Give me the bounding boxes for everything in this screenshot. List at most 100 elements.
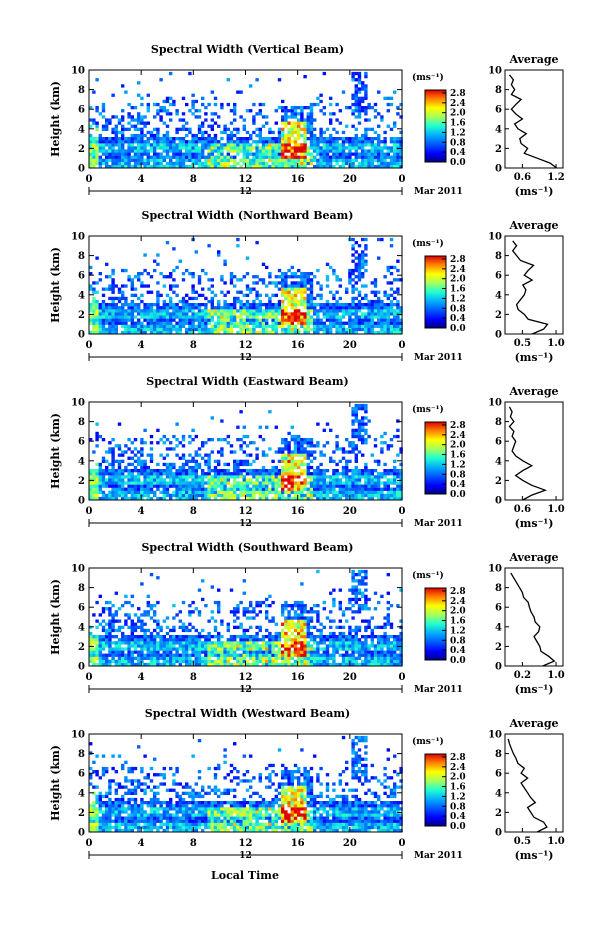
avg-y-tick-label: 10 xyxy=(488,398,502,409)
avg-title: Average xyxy=(508,717,558,730)
avg-y-tick-label: 0 xyxy=(495,662,502,673)
avg-x-tick-label: 0.6 xyxy=(514,504,531,515)
y-tick-label: 4 xyxy=(78,456,85,467)
panel-2: Spectral Width (Northward Beam) 0 2 4 6 8 10 He… xyxy=(49,209,565,364)
colorbar-tick-label: 0.8 xyxy=(450,802,466,812)
y-tick-label: 2 xyxy=(78,808,85,819)
avg-y-tick-label: 2 xyxy=(495,144,502,155)
avg-y-tick-label: 2 xyxy=(495,310,502,321)
avg-y-tick-label: 10 xyxy=(488,232,502,243)
colorbar-tick-label: 2.8 xyxy=(450,89,466,99)
avg-x-tick-label: 1.2 xyxy=(547,172,564,183)
x-tick-label: 8 xyxy=(190,838,197,849)
colorbar-tick-label: 0.8 xyxy=(450,470,466,480)
avg-y-tick-label: 6 xyxy=(495,271,502,282)
y-axis-label: Height (km) xyxy=(49,413,62,489)
colorbar-tick-label: 1.6 xyxy=(450,119,466,129)
y-tick-label: 0 xyxy=(78,164,85,175)
avg-line xyxy=(508,74,557,169)
avg-y-tick-label: 4 xyxy=(495,124,502,135)
avg-y-tick-label: 2 xyxy=(495,642,502,653)
avg-title: Average xyxy=(508,219,558,232)
avg-title: Average xyxy=(508,385,558,398)
avg-x-tick-label: 1.0 xyxy=(547,670,564,681)
colorbar-tick-label: 0.8 xyxy=(450,138,466,148)
colorbar-tick-label: 1.2 xyxy=(450,460,466,470)
colorbar-tick-label: 0.0 xyxy=(450,656,466,666)
y-tick-label: 0 xyxy=(78,662,85,673)
x-tick-label: 16 xyxy=(291,838,305,849)
avg-x-label: (ms⁻¹) xyxy=(515,185,554,198)
heatmap-cells xyxy=(89,71,403,169)
x-tick-label: 0 xyxy=(399,506,406,517)
panel-1: Spectral Width (Vertical Beam) 0 2 4 6 8 10 Hei… xyxy=(49,43,565,198)
colorbar-tick-label: 0.0 xyxy=(450,324,466,334)
colorbar-tick-label: 2.0 xyxy=(450,607,466,617)
colorbar-tick-label: 2.4 xyxy=(450,597,466,607)
y-tick-label: 6 xyxy=(78,437,85,448)
colorbar-tick-label: 1.2 xyxy=(450,128,466,138)
avg-y-tick-label: 0 xyxy=(495,164,502,175)
y-axis-label: Height (km) xyxy=(49,81,62,157)
y-tick-label: 0 xyxy=(78,496,85,507)
day-label: 12 xyxy=(239,519,252,529)
y-tick-label: 6 xyxy=(78,271,85,282)
colorbar-tick-label: 2.0 xyxy=(450,109,466,119)
colorbar-unit: (ms⁻¹) xyxy=(412,238,444,249)
x-tick-label: 0 xyxy=(399,672,406,683)
colorbar-tick-label: 1.6 xyxy=(450,617,466,627)
colorbar-tick-label: 1.2 xyxy=(450,294,466,304)
day-label: 12 xyxy=(239,851,252,861)
panel-title: Spectral Width (Northward Beam) xyxy=(142,209,354,222)
y-tick-label: 10 xyxy=(71,398,85,409)
colorbar xyxy=(424,587,447,661)
avg-frame xyxy=(504,235,564,335)
avg-y-tick-label: 8 xyxy=(495,85,502,96)
avg-y-tick-label: 8 xyxy=(495,749,502,760)
colorbar xyxy=(424,89,447,163)
colorbar-tick-label: 2.8 xyxy=(450,587,466,597)
y-tick-label: 2 xyxy=(78,642,85,653)
avg-x-label: (ms⁻¹) xyxy=(515,351,554,364)
avg-y-tick-label: 4 xyxy=(495,788,502,799)
avg-frame xyxy=(504,567,564,667)
avg-x-tick-label: 1.0 xyxy=(547,836,564,847)
avg-y-tick-label: 4 xyxy=(495,290,502,301)
avg-title: Average xyxy=(508,551,558,564)
avg-x-label: (ms⁻¹) xyxy=(515,683,554,696)
x-tick-label: 8 xyxy=(190,672,197,683)
avg-y-tick-label: 0 xyxy=(495,496,502,507)
colorbar-tick-label: 2.0 xyxy=(450,773,466,783)
avg-y-tick-label: 6 xyxy=(495,105,502,116)
x-tick-label: 4 xyxy=(138,174,145,185)
x-tick-label: 0 xyxy=(86,838,93,849)
x-tick-label: 0 xyxy=(399,340,406,351)
y-tick-label: 4 xyxy=(78,622,85,633)
colorbar-tick-label: 2.8 xyxy=(450,753,466,763)
avg-line xyxy=(507,738,548,833)
avg-x-label: (ms⁻¹) xyxy=(515,517,554,530)
avg-y-tick-label: 10 xyxy=(488,730,502,741)
avg-frame xyxy=(504,401,564,501)
y-tick-label: 0 xyxy=(78,330,85,341)
avg-line xyxy=(511,240,549,335)
y-tick-label: 6 xyxy=(78,105,85,116)
avg-y-tick-label: 4 xyxy=(495,622,502,633)
panel-3: Spectral Width (Eastward Beam) 0 2 4 6 8 10 Hei… xyxy=(49,375,565,530)
avg-x-tick-label: 0.2 xyxy=(514,670,531,681)
y-tick-label: 6 xyxy=(78,769,85,780)
x-tick-label: 0 xyxy=(86,340,93,351)
colorbar-tick-label: 0.4 xyxy=(450,148,466,158)
y-tick-label: 8 xyxy=(78,85,85,96)
x-tick-label: 20 xyxy=(343,838,357,849)
colorbar-tick-label: 0.0 xyxy=(450,822,466,832)
x-tick-label: 4 xyxy=(138,672,145,683)
x-tick-label: 8 xyxy=(190,506,197,517)
colorbar-tick-label: 1.2 xyxy=(450,792,466,802)
x-tick-label: 12 xyxy=(239,838,253,849)
avg-y-tick-label: 6 xyxy=(495,769,502,780)
avg-y-tick-label: 4 xyxy=(495,456,502,467)
avg-y-tick-label: 0 xyxy=(495,828,502,839)
colorbar-tick-label: 0.0 xyxy=(450,158,466,168)
avg-y-tick-label: 8 xyxy=(495,251,502,262)
